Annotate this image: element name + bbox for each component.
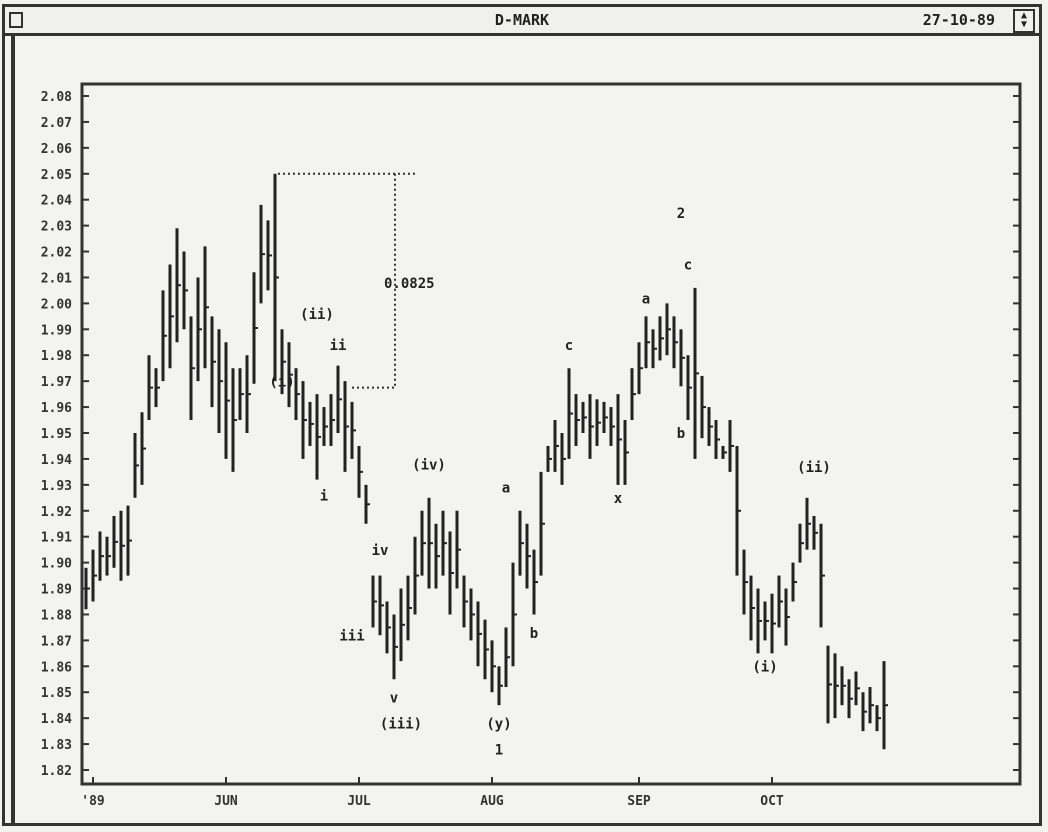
x-tick-label: OCT — [760, 794, 784, 809]
x-tick-label: JUN — [214, 794, 238, 809]
measure-label: 0.0825 — [384, 276, 435, 292]
y-tick-label: 2.08 — [41, 90, 72, 105]
system-menu-icon[interactable] — [9, 12, 23, 28]
wave-label: iv — [372, 543, 389, 559]
y-tick-label: 1.89 — [41, 583, 72, 598]
x-tick-label: JUL — [347, 794, 371, 809]
x-tick-label: AUG — [480, 794, 504, 809]
wave-label: 2 — [677, 206, 685, 222]
y-tick-label: 1.90 — [41, 557, 72, 572]
wave-label: (iv) — [412, 457, 446, 473]
y-tick-label: 1.86 — [41, 660, 72, 675]
wave-label: i — [320, 488, 328, 504]
plot-frame — [80, 82, 1022, 786]
y-tick-label: 2.01 — [41, 271, 72, 286]
wave-label: (ii) — [797, 460, 831, 476]
y-tick-label: 2.07 — [41, 116, 72, 131]
y-tick-label: 2.05 — [41, 168, 72, 183]
title-bar: D-MARK 27-10-89 ▲ ▼ — [5, 7, 1039, 36]
y-tick-label: 2.06 — [41, 142, 72, 157]
window-date: 27-10-89 — [922, 11, 995, 29]
wave-label: 1 — [495, 742, 503, 758]
chart-window: D-MARK 27-10-89 ▲ ▼ — [2, 4, 1042, 826]
y-tick-label: 2.00 — [41, 297, 72, 312]
y-tick-label: 2.02 — [41, 246, 72, 261]
wave-label: b — [677, 426, 685, 442]
y-tick-label: 2.04 — [41, 194, 72, 209]
y-tick-label: 2.03 — [41, 220, 72, 235]
y-tick-label: 1.83 — [41, 738, 72, 753]
y-tick-label: 1.93 — [41, 479, 72, 494]
y-tick-label: 1.84 — [41, 712, 72, 727]
y-tick-label: 1.96 — [41, 401, 72, 416]
window-left-border — [11, 33, 15, 823]
y-tick-label: 1.82 — [41, 764, 72, 779]
wave-label: b — [530, 626, 538, 642]
y-tick-label: 1.99 — [41, 323, 72, 338]
wave-label: a — [502, 481, 510, 497]
x-tick-label: SEP — [627, 794, 651, 809]
measure-dotted-lines — [278, 172, 418, 389]
window-title: D-MARK — [494, 11, 550, 29]
wave-label: v — [390, 691, 398, 707]
wave-label: iii — [339, 628, 364, 644]
y-tick-label: 1.85 — [41, 686, 72, 701]
x-tick-label: '89 — [81, 794, 104, 809]
wave-label: (ii) — [300, 307, 334, 323]
y-tick-label: 1.87 — [41, 634, 72, 649]
wave-label: c — [565, 338, 573, 354]
wave-label: x — [614, 491, 623, 507]
up-down-arrows-icon[interactable]: ▲ ▼ — [1013, 9, 1035, 33]
y-tick-label: 1.98 — [41, 349, 72, 364]
y-tick-label: 1.92 — [41, 505, 72, 520]
wave-label: (iii) — [380, 717, 422, 733]
wave-label: ii — [330, 338, 347, 354]
wave-label: a — [642, 291, 650, 307]
y-tick-label: 1.95 — [41, 427, 72, 442]
y-tick-label: 1.97 — [41, 375, 72, 390]
y-tick-label: 1.94 — [41, 453, 72, 468]
y-tick-label: 1.88 — [41, 608, 72, 623]
wave-label: c — [684, 258, 692, 274]
wave-label: (i) — [752, 659, 777, 675]
wave-label: (i) — [269, 374, 294, 390]
y-tick-label: 1.91 — [41, 531, 72, 546]
wave-label: (y) — [486, 717, 511, 733]
